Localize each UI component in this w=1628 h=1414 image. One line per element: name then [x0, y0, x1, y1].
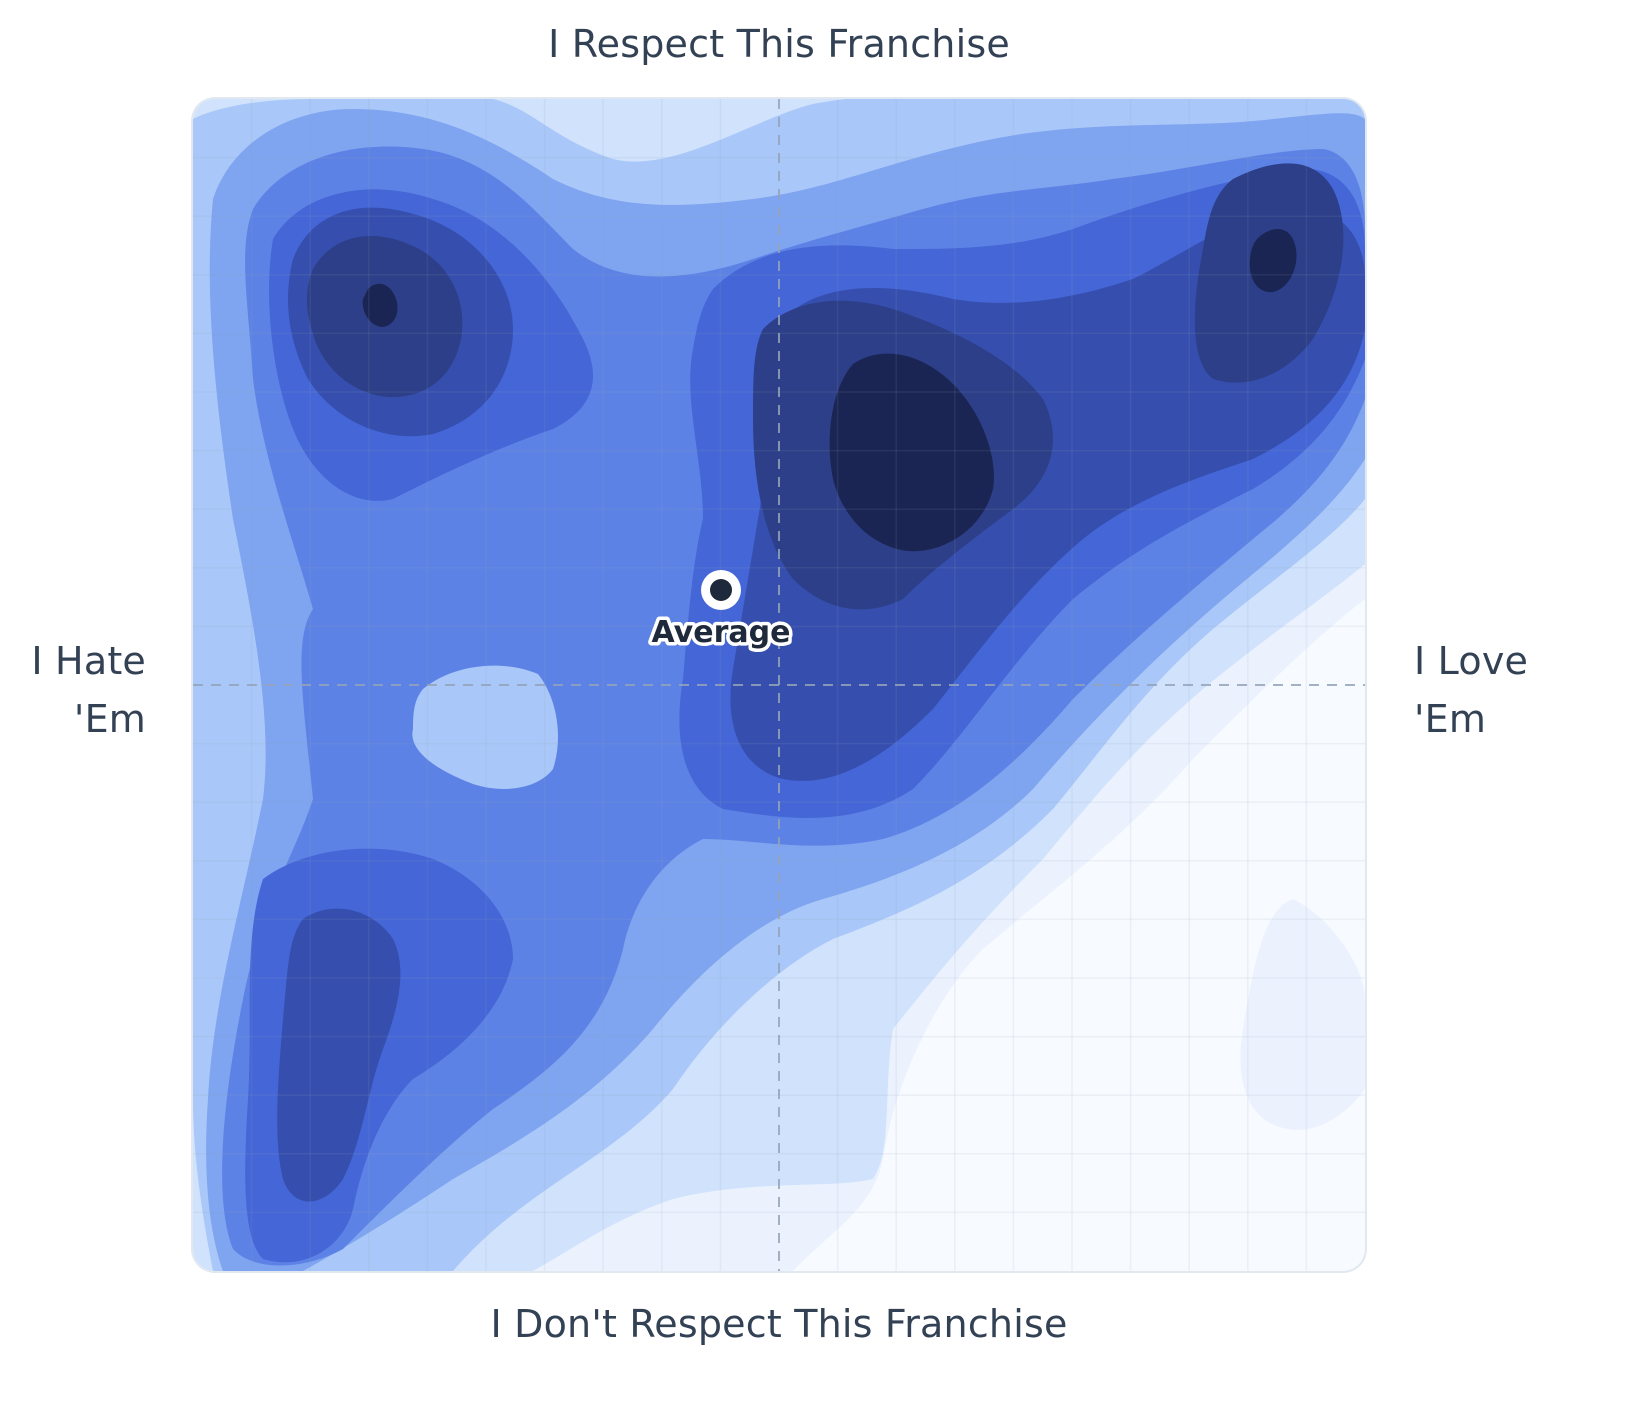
right-label-line2: 'Em — [1414, 697, 1487, 741]
center-crosshair — [193, 99, 1365, 1271]
contour-level-9-peak-upper-right — [1249, 229, 1297, 293]
density-plot[interactable]: Average — [193, 99, 1365, 1271]
contour-level-7 — [277, 207, 1365, 1202]
contour-level-9-peak-upper-left — [362, 283, 398, 327]
y-axis-bottom-label: I Don't Respect This Franchise — [490, 1302, 1068, 1346]
y-axis-top-label: I Respect This Franchise — [548, 22, 1010, 66]
contour-level-9-peak-upper-center — [829, 353, 994, 552]
x-axis-right-label: I Love 'Em — [1414, 632, 1614, 748]
contour-level-1-right-blob — [1240, 899, 1365, 1130]
x-axis-left-label: I Hate 'Em — [10, 632, 146, 748]
left-label-line1: I Hate — [31, 639, 146, 683]
left-label-line2: 'Em — [73, 697, 146, 741]
right-label-line1: I Love — [1414, 639, 1529, 683]
average-marker[interactable]: Average — [648, 570, 794, 654]
low-density-pocket — [412, 665, 558, 789]
density-contours: Average — [193, 99, 1365, 1271]
contour-level-8 — [307, 163, 1344, 610]
average-label: Average — [652, 615, 791, 650]
grid-lines — [193, 99, 1365, 1271]
